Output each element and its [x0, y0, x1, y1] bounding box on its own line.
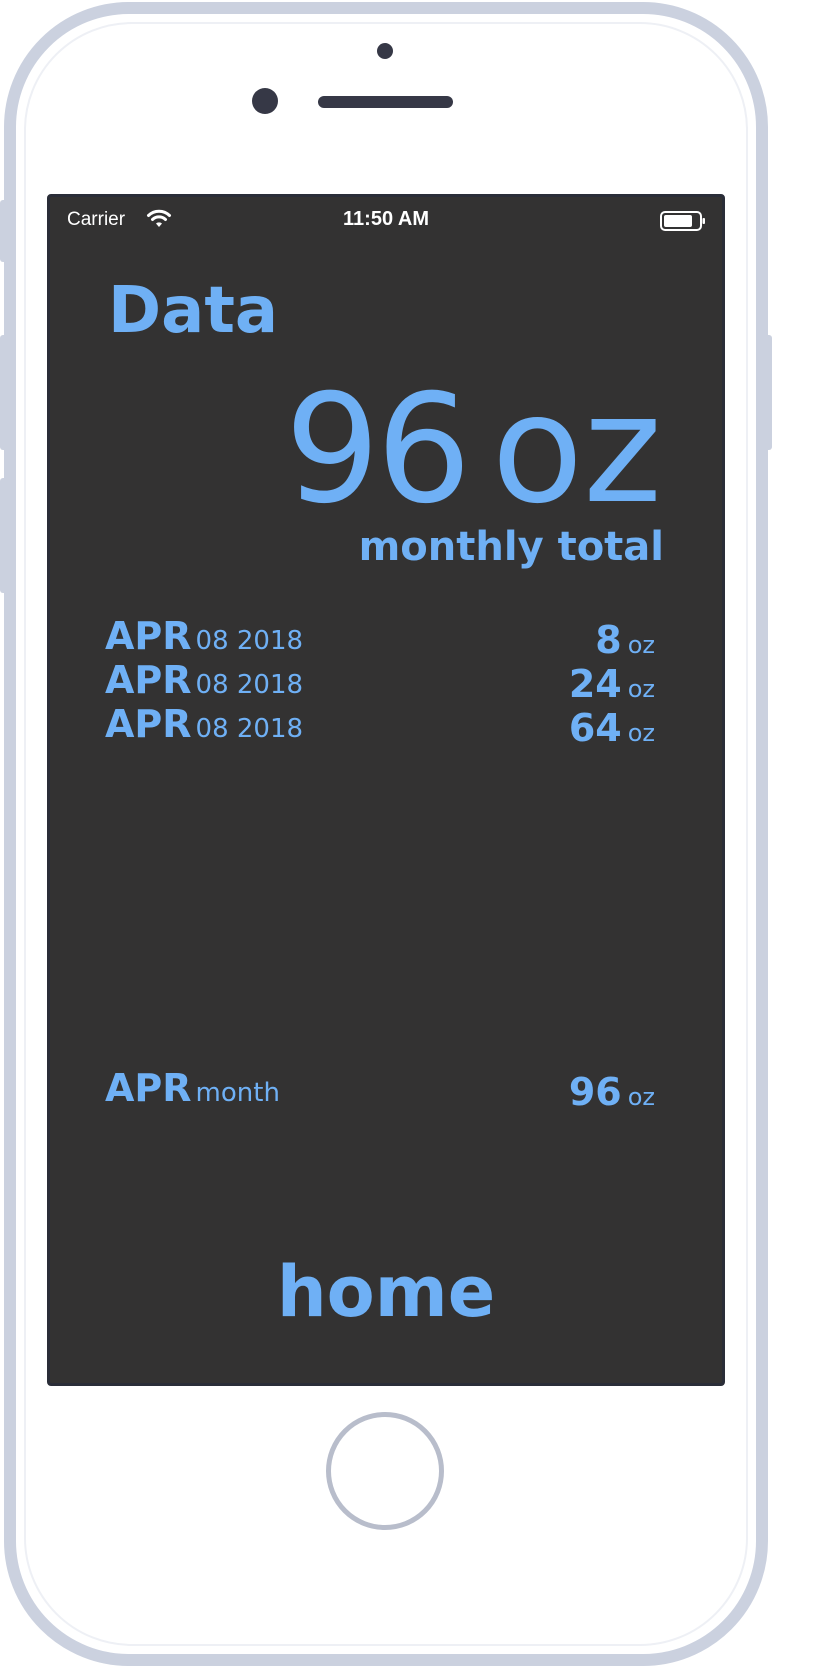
power-button [764, 335, 772, 450]
entry-day-year: 08 2018 [195, 626, 304, 656]
entry-month: APR [105, 614, 192, 658]
entry-date: APR 08 2018 [105, 661, 303, 699]
earpiece-speaker [318, 96, 453, 108]
app-screen: Carrier 11:50 AM Data 96 oz monthly tota… [47, 194, 725, 1386]
volume-up-button [0, 335, 8, 450]
entry-month: APR [105, 702, 192, 746]
wifi-icon [147, 209, 171, 227]
mute-switch [0, 200, 8, 262]
list-item: APR 08 2018 64 oz [105, 699, 655, 747]
entry-amount-value: 8 [595, 618, 622, 662]
entry-amount-unit: oz [627, 675, 655, 703]
total-unit: oz [491, 363, 662, 537]
summary-amount-unit: oz [627, 1083, 655, 1111]
entry-month: APR [105, 658, 192, 702]
entry-date: APR 08 2018 [105, 617, 303, 655]
monthly-total: 96 oz [285, 375, 662, 525]
proximity-sensor [377, 43, 393, 59]
status-bar: Carrier 11:50 AM [50, 197, 722, 247]
summary-amount-value: 96 [568, 1070, 622, 1114]
month-summary-row: APR month 96 oz [105, 1063, 655, 1111]
page-title: Data [108, 274, 279, 348]
summary-month-label: month [195, 1078, 280, 1108]
entries-list: APR 08 2018 8 oz APR 08 2018 24 oz APR 0… [105, 611, 655, 747]
entry-amount-value: 64 [568, 706, 622, 750]
list-item: APR 08 2018 8 oz [105, 611, 655, 659]
home-button[interactable]: home [276, 1251, 496, 1333]
summary-month: APR month [105, 1069, 280, 1107]
entry-amount-value: 24 [568, 662, 622, 706]
entry-amount-unit: oz [627, 719, 655, 747]
list-item: APR 08 2018 24 oz [105, 655, 655, 703]
phone-bezel [24, 22, 748, 1646]
entry-amount: 8 oz [595, 621, 655, 659]
summary-month-name: APR [105, 1066, 192, 1110]
summary-amount: 96 oz [569, 1073, 655, 1111]
entry-date: APR 08 2018 [105, 705, 303, 743]
hardware-home-button[interactable] [326, 1412, 444, 1530]
status-time: 11:50 AM [343, 208, 429, 230]
carrier-label: Carrier [67, 209, 126, 230]
volume-down-button [0, 478, 8, 593]
battery-icon [660, 211, 705, 231]
total-caption: monthly total [358, 524, 664, 570]
entry-day-year: 08 2018 [195, 714, 304, 744]
entry-amount: 24 oz [569, 665, 655, 703]
total-value: 96 [284, 363, 472, 537]
entry-amount: 64 oz [569, 709, 655, 747]
front-camera [252, 88, 278, 114]
entry-day-year: 08 2018 [195, 670, 304, 700]
entry-amount-unit: oz [627, 631, 655, 659]
